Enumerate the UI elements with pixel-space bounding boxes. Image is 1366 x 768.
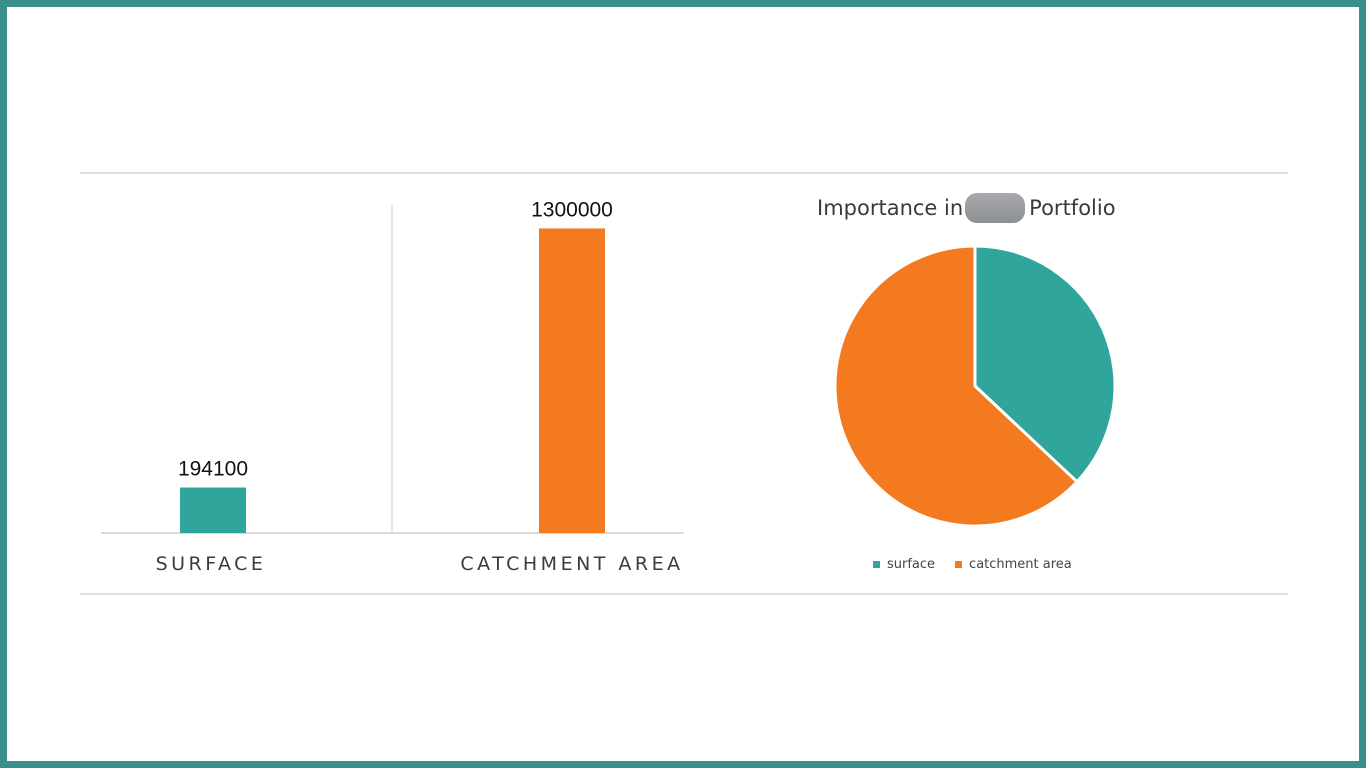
data-label-surface: 194100 <box>178 458 248 481</box>
bar-catchment-area <box>539 228 605 533</box>
x-tick-label-surface: SURFACE <box>156 553 267 575</box>
pie-chart-title: Importance in Portfolio <box>817 193 1116 223</box>
pie-slice-catchment-area <box>833 244 1079 528</box>
top-divider <box>80 172 1288 174</box>
legend-label-surface: surface <box>887 557 936 572</box>
pie-title-start: Importance in <box>817 196 964 220</box>
pie-slice-surface <box>973 244 1117 484</box>
legend-item-surface: surface <box>873 557 935 572</box>
bar-chart: 194100 1300000 SURFACE CATCHMENT AREA <box>101 198 684 575</box>
bottom-divider <box>80 593 1288 595</box>
bar-surface <box>180 487 246 533</box>
data-label-catchment-area: 1300000 <box>531 198 613 221</box>
redacted-name-blur <box>965 193 1026 223</box>
legend-swatch-catchment-area <box>955 561 963 568</box>
legend-item-catchment-area: catchment area <box>955 557 1072 572</box>
pie-legend: surface catchment area <box>873 557 1072 572</box>
legend-swatch-surface <box>873 561 880 568</box>
charts-svg: 194100 1300000 SURFACE CATCHMENT AREA <box>101 198 1117 575</box>
x-tick-label-catchment-area: CATCHMENT AREA <box>460 553 683 575</box>
pie-chart <box>833 244 1117 528</box>
pie-title-end: Portfolio <box>1029 196 1116 220</box>
chart-frame: 194100 1300000 SURFACE CATCHMENT AREA Imp… <box>7 7 1359 761</box>
legend-label-catchment-area: catchment area <box>969 557 1072 572</box>
